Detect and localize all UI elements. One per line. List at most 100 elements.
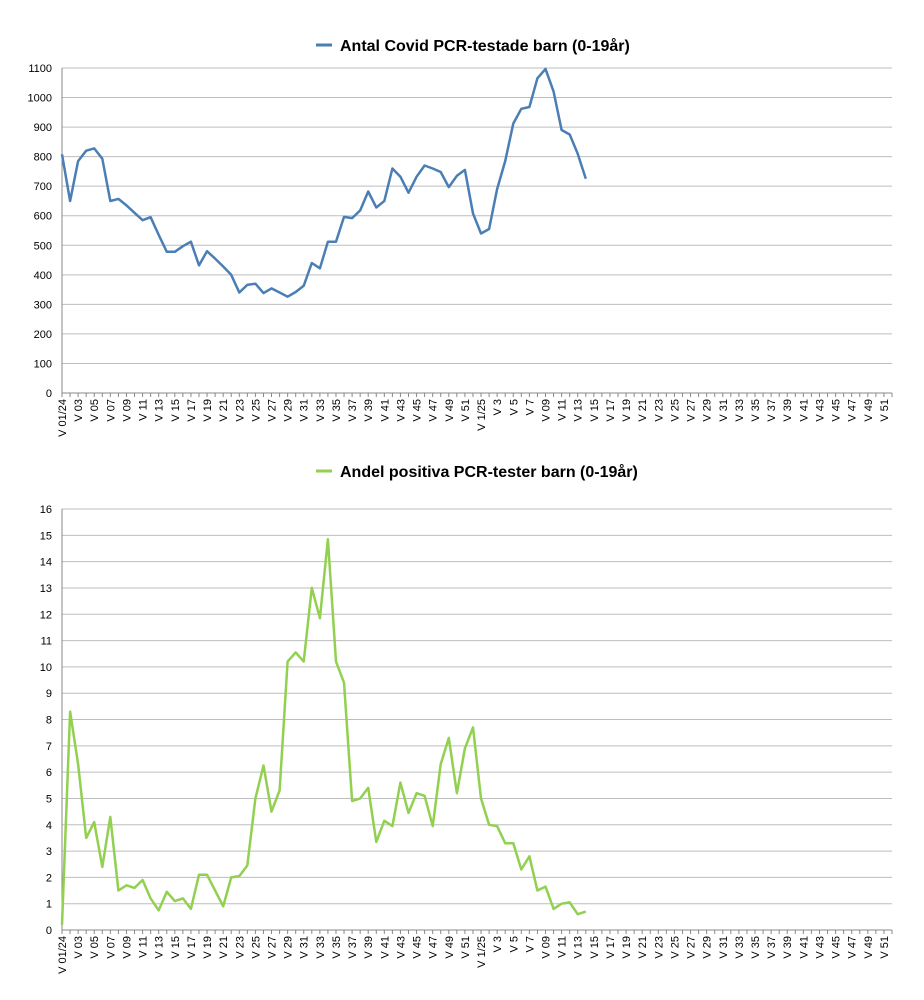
x-tick-label: V 15 bbox=[589, 399, 601, 422]
y-tick-label: 5 bbox=[46, 793, 52, 805]
x-tick-label: V 03 bbox=[73, 399, 85, 422]
x-tick-label: V 45 bbox=[412, 936, 424, 959]
y-tick-label: 6 bbox=[46, 767, 52, 779]
y-tick-label: 14 bbox=[40, 557, 52, 569]
x-tick-label: V 13 bbox=[573, 399, 585, 422]
x-tick-label: V 41 bbox=[798, 399, 810, 422]
x-tick-label: V 33 bbox=[315, 399, 327, 422]
x-tick-label: V 33 bbox=[734, 936, 746, 959]
x-tick-label: V 19 bbox=[621, 936, 633, 959]
x-tick-label: V 43 bbox=[814, 399, 826, 422]
x-tick-label: V 23 bbox=[234, 936, 246, 959]
y-tick-label: 11 bbox=[41, 636, 52, 648]
x-tick-label: V 31 bbox=[299, 936, 311, 959]
x-tick-label: V 29 bbox=[283, 399, 295, 422]
y-tick-label: 1100 bbox=[28, 63, 52, 75]
y-tick-label: 900 bbox=[34, 122, 52, 134]
x-tick-label: V 29 bbox=[283, 936, 295, 959]
x-tick-label: V 11 bbox=[138, 399, 150, 421]
y-tick-label: 13 bbox=[40, 583, 52, 595]
y-tick-label: 300 bbox=[34, 299, 52, 311]
x-tick-label: V 49 bbox=[863, 936, 875, 959]
y-tick-label: 100 bbox=[34, 358, 52, 370]
x-tick-label: V 35 bbox=[331, 399, 343, 422]
x-tick-label: V 27 bbox=[267, 936, 279, 959]
data-line bbox=[60, 538, 587, 925]
x-tick-label: V 05 bbox=[89, 936, 101, 959]
x-tick-label: V 21 bbox=[218, 936, 230, 959]
y-tick-label: 7 bbox=[46, 741, 52, 753]
x-tick-label: V 21 bbox=[218, 399, 230, 422]
y-tick-label: 10 bbox=[40, 662, 52, 674]
x-tick-label: V 51 bbox=[879, 399, 891, 422]
x-tick-label: V 27 bbox=[686, 936, 698, 959]
x-tick-label: V 31 bbox=[718, 936, 730, 959]
data-line bbox=[60, 67, 587, 298]
x-tick-label: V 09 bbox=[540, 399, 552, 422]
chart: 0 100 200 300 400 500 600 700 800 900 1000 1100 V 01… bbox=[28, 37, 893, 437]
x-tick-label: V 7 bbox=[524, 936, 536, 953]
x-tick-label: V 15 bbox=[589, 936, 601, 959]
x-tick-label: V 15 bbox=[170, 399, 182, 422]
x-tick-label: V 31 bbox=[299, 399, 311, 422]
x-tick-label: V 11 bbox=[557, 936, 569, 958]
x-tick-label: V 35 bbox=[750, 399, 762, 422]
x-tick-label: V 21 bbox=[637, 936, 649, 959]
y-tick-label: 600 bbox=[34, 211, 52, 223]
x-tick-label: V 51 bbox=[460, 936, 472, 959]
x-tick-label: V 37 bbox=[766, 399, 778, 422]
x-tick-label: V 19 bbox=[202, 399, 214, 422]
x-tick-label: V 07 bbox=[105, 936, 117, 959]
x-tick-label: V 09 bbox=[121, 399, 133, 422]
x-tick-label: V 17 bbox=[186, 936, 198, 959]
x-tick-label: V 49 bbox=[444, 936, 456, 959]
x-tick-label: V 35 bbox=[331, 936, 343, 959]
y-tick-label: 400 bbox=[34, 270, 52, 282]
x-tick-label: V 51 bbox=[879, 936, 891, 959]
x-tick-label: V 31 bbox=[718, 399, 730, 422]
x-tick-label: V 17 bbox=[605, 399, 617, 422]
y-tick-label: 800 bbox=[34, 152, 52, 164]
x-tick-label: V 37 bbox=[347, 399, 359, 422]
x-tick-label: V 01/24 bbox=[57, 399, 69, 437]
y-tick-label: 9 bbox=[46, 688, 52, 700]
x-tick-label: V 11 bbox=[557, 399, 569, 421]
x-tick-label: V 09 bbox=[540, 936, 552, 959]
x-tick-label: V 37 bbox=[347, 936, 359, 959]
x-tick-label: V 41 bbox=[379, 936, 391, 959]
x-tick-label: V 3 bbox=[492, 399, 504, 416]
x-tick-label: V 45 bbox=[831, 936, 843, 959]
x-tick-label: V 47 bbox=[847, 936, 859, 959]
x-tick-label: V 5 bbox=[508, 936, 520, 953]
x-tick-label: V 51 bbox=[460, 399, 472, 422]
x-tick-label: V 23 bbox=[653, 399, 665, 422]
x-tick-label: V 11 bbox=[138, 936, 150, 958]
legend-label: Andel positiva PCR-tester barn (0-19år) bbox=[340, 463, 638, 481]
x-tick-label: V 15 bbox=[170, 936, 182, 959]
x-tick-label: V 07 bbox=[105, 399, 117, 422]
x-tick-label: V 3 bbox=[492, 936, 504, 953]
x-tick-label: V 13 bbox=[154, 936, 166, 959]
x-tick-label: V 49 bbox=[444, 399, 456, 422]
y-tick-label: 700 bbox=[34, 181, 52, 193]
x-tick-label: V 19 bbox=[202, 936, 214, 959]
x-tick-label: V 13 bbox=[573, 936, 585, 959]
y-tick-label: 2 bbox=[46, 872, 52, 884]
x-tick-label: V 43 bbox=[395, 399, 407, 422]
y-tick-label: 12 bbox=[40, 609, 52, 621]
x-tick-label: V 39 bbox=[782, 936, 794, 959]
x-tick-label: V 5 bbox=[508, 399, 520, 416]
x-tick-label: V 19 bbox=[621, 399, 633, 422]
x-tick-label: V 41 bbox=[798, 936, 810, 959]
x-tick-label: V 47 bbox=[428, 399, 440, 422]
legend-label: Antal Covid PCR-testade barn (0-19år) bbox=[340, 37, 630, 55]
x-tick-label: V 39 bbox=[363, 936, 375, 959]
x-tick-label: V 49 bbox=[863, 399, 875, 422]
x-tick-label: V 39 bbox=[782, 399, 794, 422]
x-tick-label: V 1/25 bbox=[476, 936, 488, 968]
y-tick-label: 200 bbox=[34, 329, 52, 341]
x-tick-label: V 37 bbox=[766, 936, 778, 959]
y-tick-label: 3 bbox=[46, 846, 52, 858]
